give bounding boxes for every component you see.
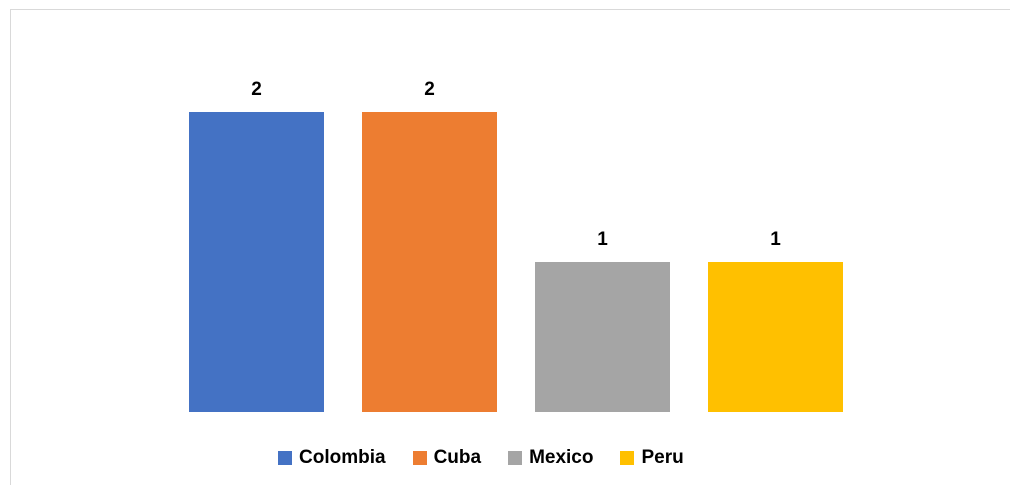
bar-peru (708, 262, 843, 412)
legend-label-mexico: Mexico (529, 447, 594, 468)
legend-swatch-peru (620, 451, 635, 465)
data-label-mexico: 1 (597, 229, 608, 250)
data-label-colombia: 2 (251, 79, 262, 100)
legend-item-peru: Peru (620, 447, 684, 469)
bar-mexico (535, 262, 670, 412)
legend-label-colombia: Colombia (299, 447, 386, 468)
legend-label-cuba: Cuba (433, 447, 482, 468)
chart-legend: Colombia Cuba Mexico Peru (278, 447, 684, 469)
data-label-cuba: 2 (424, 79, 435, 100)
legend-item-colombia: Colombia (278, 447, 386, 469)
bar-cuba (362, 112, 497, 412)
legend-item-cuba: Cuba (412, 447, 482, 469)
legend-label-peru: Peru (641, 447, 684, 468)
bar-colombia (189, 112, 324, 412)
legend-swatch-cuba (412, 451, 427, 465)
chart-area (10, 9, 1010, 485)
legend-swatch-mexico (508, 451, 523, 465)
legend-item-mexico: Mexico (508, 447, 593, 469)
data-label-peru: 1 (770, 229, 781, 250)
legend-swatch-colombia (278, 451, 292, 465)
